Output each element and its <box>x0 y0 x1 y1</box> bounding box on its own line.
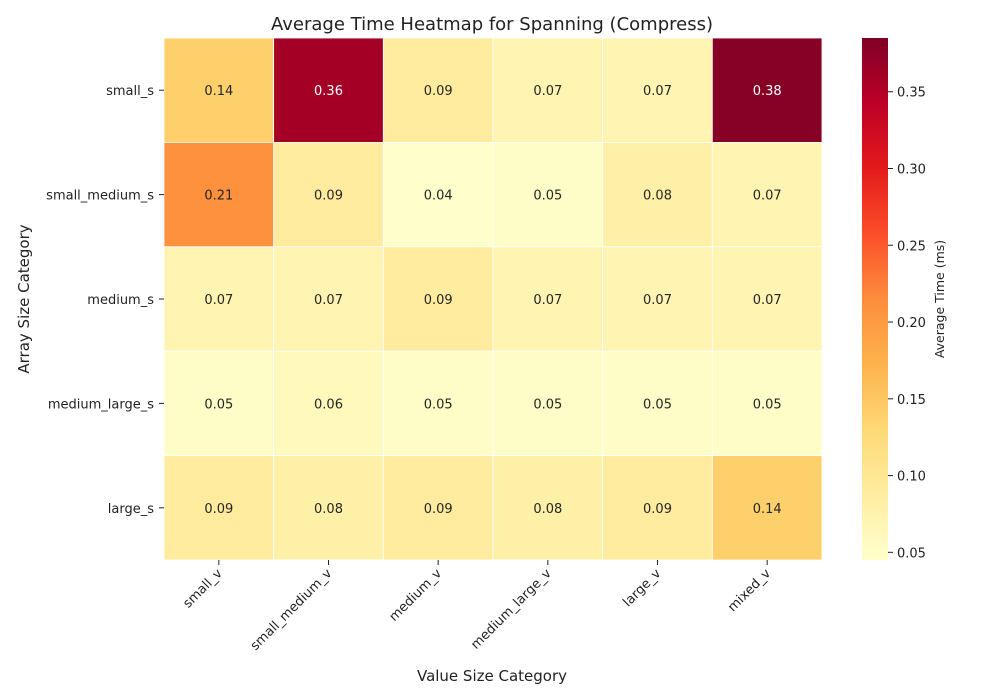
y-tick-label: medium_s <box>87 293 154 308</box>
cell-value-label: 0.05 <box>753 397 782 412</box>
cell-value-label: 0.05 <box>424 397 453 412</box>
heatmap-cell <box>492 37 604 143</box>
cell-value-label: 0.07 <box>533 84 562 99</box>
y-tick-label: small_medium_s <box>46 189 154 204</box>
colorbar-tick-label: 0.10 <box>897 470 926 485</box>
colorbar-tick-label: 0.20 <box>897 316 926 331</box>
heatmap-cell <box>602 350 713 457</box>
heatmap-cell <box>492 455 604 561</box>
heatmap-cell <box>602 37 713 143</box>
colorbar-tick-label: 0.25 <box>897 239 926 254</box>
cell-value-label: 0.14 <box>204 84 233 99</box>
heatmap-cell <box>602 455 713 561</box>
cell-value-label: 0.09 <box>643 502 672 517</box>
heatmap-cell <box>163 350 275 457</box>
colorbar: 0.05 0.10 0.15 0.20 0.25 0.30 0.35 Average Tim… <box>862 38 947 561</box>
cell-value-label: 0.05 <box>204 397 233 412</box>
cell-value-label: 0.07 <box>204 293 233 308</box>
cell-value-label: 0.09 <box>204 502 233 517</box>
cell-value-label: 0.07 <box>643 84 672 99</box>
heatmap-cell <box>382 246 494 352</box>
y-axis-ticks: small_s small_medium_s medium_s medium_larg… <box>46 84 164 517</box>
cell-value-label: 0.07 <box>314 293 343 308</box>
y-axis-label: Array Size Category <box>15 224 33 373</box>
cell-value-label: 0.08 <box>533 502 562 517</box>
y-tick-label: small_s <box>106 84 154 99</box>
cell-value-label: 0.07 <box>643 293 672 308</box>
x-axis-label: Value Size Category <box>417 667 567 685</box>
cell-value-label: 0.07 <box>753 293 782 308</box>
cell-value-label: 0.07 <box>753 189 782 204</box>
y-tick-label: large_s <box>108 502 154 517</box>
heatmap-cell <box>711 141 823 248</box>
x-tick-label: mixed_v <box>725 566 774 615</box>
x-tick-label: small_v <box>181 566 226 611</box>
cell-value-label: 0.08 <box>314 502 343 517</box>
cell-value-label: 0.04 <box>424 189 453 204</box>
colorbar-gradient <box>862 38 888 560</box>
heatmap-cell <box>273 246 384 352</box>
cell-value-label: 0.09 <box>424 293 453 308</box>
heatmap-cell <box>273 37 384 143</box>
colorbar-tick-label: 0.05 <box>897 546 926 561</box>
colorbar-tick-label: 0.35 <box>897 86 926 101</box>
heatmap-cell <box>382 37 494 143</box>
heatmap-cell <box>492 350 604 457</box>
heatmap-cell <box>492 141 604 248</box>
x-tick-label: small_medium_v <box>248 566 336 654</box>
heatmap-cell <box>711 37 823 143</box>
heatmap-cell <box>711 455 823 561</box>
cell-value-label: 0.21 <box>204 189 233 204</box>
heatmap-cells: 0.14 0.36 0.09 0.07 0.07 0.38 0.21 0.09 0.04 0.05… <box>163 37 823 561</box>
heatmap-cell <box>163 37 275 143</box>
heatmap-cell <box>273 350 384 457</box>
heatmap-cell <box>492 246 604 352</box>
cell-value-label: 0.09 <box>424 502 453 517</box>
heatmap-cell <box>382 455 494 561</box>
heatmap-cell <box>163 246 275 352</box>
heatmap-cell <box>273 141 384 248</box>
cell-value-label: 0.09 <box>424 84 453 99</box>
cell-value-label: 0.07 <box>533 293 562 308</box>
cell-value-label: 0.36 <box>314 84 343 99</box>
cell-value-label: 0.05 <box>643 397 672 412</box>
colorbar-label: Average Time (ms) <box>932 240 947 358</box>
cell-value-label: 0.38 <box>753 84 782 99</box>
colorbar-tick-label: 0.30 <box>897 163 926 178</box>
x-tick-label: large_v <box>620 566 664 610</box>
heatmap-cell <box>602 246 713 352</box>
cell-value-label: 0.05 <box>533 189 562 204</box>
heatmap-cell <box>711 350 823 457</box>
chart-title: Average Time Heatmap for Spanning (Compr… <box>271 14 713 35</box>
colorbar-tick-label: 0.15 <box>897 393 926 408</box>
colorbar-ticks: 0.05 0.10 0.15 0.20 0.25 0.30 0.35 <box>888 86 926 561</box>
cell-value-label: 0.14 <box>753 502 782 517</box>
cell-value-label: 0.08 <box>643 189 672 204</box>
cell-value-label: 0.06 <box>314 397 343 412</box>
y-tick-label: medium_large_s <box>48 397 154 412</box>
x-axis-ticks: small_v small_medium_v medium_v medium_larg… <box>181 560 774 654</box>
heatmap-cell <box>382 350 494 457</box>
x-tick-label: medium_large_v <box>468 566 555 653</box>
cell-value-label: 0.09 <box>314 189 343 204</box>
heatmap-cell <box>163 455 275 561</box>
x-tick-label: medium_v <box>387 566 446 625</box>
cell-value-label: 0.05 <box>533 397 562 412</box>
heatmap-cell <box>711 246 823 352</box>
